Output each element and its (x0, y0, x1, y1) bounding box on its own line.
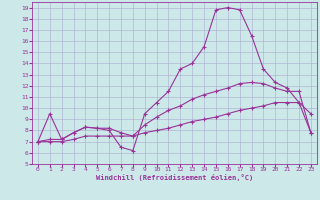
X-axis label: Windchill (Refroidissement éolien,°C): Windchill (Refroidissement éolien,°C) (96, 174, 253, 181)
